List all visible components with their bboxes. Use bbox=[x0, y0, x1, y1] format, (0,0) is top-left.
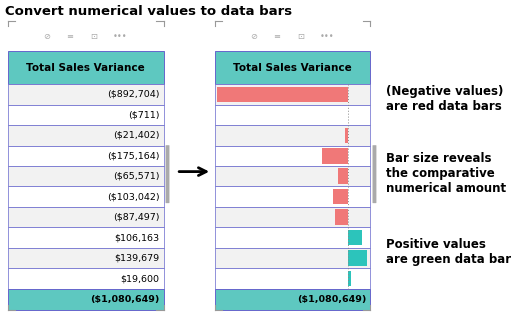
Text: Total Sales Variance: Total Sales Variance bbox=[26, 63, 145, 73]
Bar bbox=[8, 289, 164, 310]
Text: ($175,164): ($175,164) bbox=[107, 151, 159, 160]
Bar bbox=[8, 51, 164, 84]
Text: ≡: ≡ bbox=[66, 32, 74, 41]
Bar bbox=[215, 227, 370, 248]
Text: ⊘: ⊘ bbox=[43, 32, 50, 41]
Bar bbox=[8, 21, 164, 51]
Text: ($103,042): ($103,042) bbox=[107, 192, 159, 201]
Bar bbox=[215, 21, 370, 51]
Bar bbox=[345, 127, 348, 143]
FancyBboxPatch shape bbox=[166, 145, 170, 203]
Text: ($1,080,649): ($1,080,649) bbox=[90, 295, 159, 304]
Bar bbox=[8, 84, 164, 105]
Bar bbox=[322, 148, 348, 164]
Bar bbox=[215, 248, 370, 268]
Bar bbox=[338, 168, 348, 184]
Bar bbox=[215, 289, 370, 310]
Text: ($21,402): ($21,402) bbox=[113, 131, 159, 140]
Bar bbox=[8, 125, 164, 146]
Bar bbox=[215, 186, 370, 207]
Bar bbox=[215, 84, 370, 105]
Bar bbox=[8, 105, 164, 125]
Bar bbox=[333, 189, 348, 205]
Bar bbox=[215, 268, 370, 289]
Bar bbox=[215, 51, 370, 84]
Bar bbox=[8, 227, 164, 248]
Bar bbox=[348, 230, 362, 246]
Text: (Negative values)
are red data bars: (Negative values) are red data bars bbox=[386, 85, 503, 113]
Text: ($711): ($711) bbox=[128, 110, 159, 119]
Bar bbox=[8, 207, 164, 227]
Text: ($87,497): ($87,497) bbox=[113, 213, 159, 222]
Text: Convert numerical values to data bars: Convert numerical values to data bars bbox=[5, 5, 292, 18]
Text: ≡: ≡ bbox=[273, 32, 281, 41]
Bar bbox=[215, 166, 370, 186]
Bar bbox=[217, 86, 348, 102]
Bar bbox=[215, 207, 370, 227]
Bar bbox=[8, 186, 164, 207]
Text: ($65,571): ($65,571) bbox=[113, 172, 159, 181]
Bar bbox=[8, 248, 164, 268]
FancyBboxPatch shape bbox=[373, 145, 377, 203]
Bar bbox=[215, 146, 370, 166]
Text: $139,679: $139,679 bbox=[114, 253, 159, 263]
Text: Bar size reveals
the comparative
numerical amount: Bar size reveals the comparative numeric… bbox=[386, 152, 506, 195]
Text: $19,600: $19,600 bbox=[121, 274, 159, 283]
Bar bbox=[8, 268, 164, 289]
Bar bbox=[348, 271, 351, 286]
Bar bbox=[215, 125, 370, 146]
Text: •••: ••• bbox=[112, 32, 127, 41]
Bar bbox=[8, 166, 164, 186]
Text: $106,163: $106,163 bbox=[114, 233, 159, 242]
Bar bbox=[8, 146, 164, 166]
Text: ⊘: ⊘ bbox=[250, 32, 257, 41]
Bar bbox=[348, 250, 367, 266]
Bar bbox=[215, 105, 370, 125]
Bar bbox=[335, 209, 348, 225]
Text: ⊡: ⊡ bbox=[297, 32, 304, 41]
Text: ($892,704): ($892,704) bbox=[107, 90, 159, 99]
Text: Positive values
are green data bars: Positive values are green data bars bbox=[386, 239, 511, 266]
Text: Total Sales Variance: Total Sales Variance bbox=[233, 63, 352, 73]
Text: ⊡: ⊡ bbox=[90, 32, 97, 41]
Text: ($1,080,649): ($1,080,649) bbox=[297, 295, 366, 304]
Text: •••: ••• bbox=[319, 32, 334, 41]
